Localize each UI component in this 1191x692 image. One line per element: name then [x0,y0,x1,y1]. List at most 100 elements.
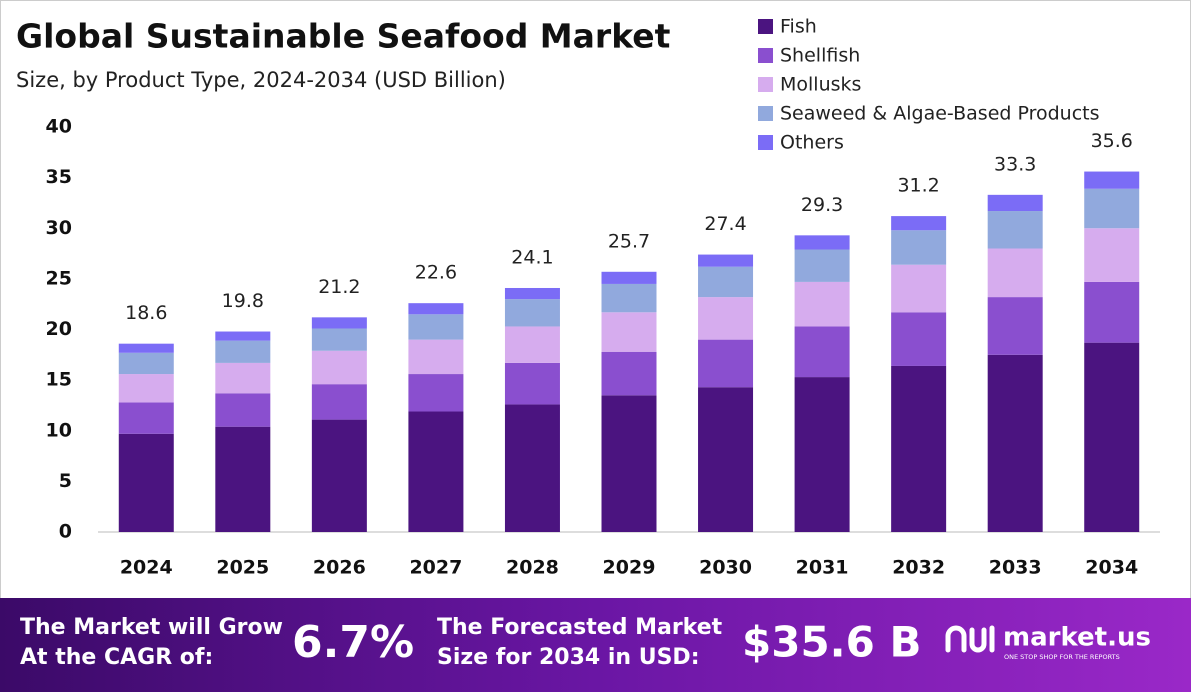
forecast-value: $35.6 B [742,618,921,667]
total-label: 29.3 [801,194,843,216]
bar-segment [118,352,174,375]
total-label: 35.6 [1091,130,1133,152]
bar-segment [794,377,850,532]
bar-segment [891,312,947,366]
bar-segment [1084,281,1140,343]
bar-segment [215,331,271,341]
bar-segment [987,297,1043,355]
x-tick-label: 2030 [699,557,752,579]
bar-segment [698,387,754,532]
total-label: 24.1 [511,246,553,268]
bar-segment [408,339,464,375]
total-label: 27.4 [704,213,746,235]
legend-swatch [758,106,773,121]
brand-logo [945,625,995,653]
bar-segment [408,303,464,315]
x-tick-label: 2031 [796,557,849,579]
x-tick-label: 2033 [989,557,1042,579]
bar-segment [987,354,1043,532]
bar-segment [215,340,271,363]
legend-swatch [758,135,773,150]
brand-tagline: ONE STOP SHOP FOR THE REPORTS [1004,653,1120,661]
y-tick-label: 15 [46,369,72,391]
footer-text: The Forecasted Market [437,615,723,640]
x-tick-label: 2024 [120,557,173,579]
y-tick-label: 10 [46,419,72,441]
chart-subtitle: Size, by Product Type, 2024-2034 (USD Bi… [16,68,506,92]
total-label: 25.7 [608,230,650,252]
bar-segment [504,326,560,363]
bar-segment [601,283,657,313]
total-label: 31.2 [897,175,939,197]
legend-label: Fish [780,16,817,38]
bar-segment [794,281,850,327]
bar-segment [987,248,1043,298]
x-tick-label: 2029 [603,557,656,579]
legend-label: Mollusks [780,74,861,96]
y-tick-label: 25 [46,267,72,289]
bar-segment [601,395,657,532]
footer-text: At the CAGR of: [20,645,213,670]
y-tick-label: 0 [59,521,72,543]
brand-name: market.us [1003,623,1151,653]
bar-segment [118,374,174,403]
legend-swatch [758,48,773,63]
bar-segment [1084,188,1140,229]
total-label: 19.8 [222,290,264,312]
bar-segment [504,299,560,327]
x-tick-label: 2027 [409,557,462,579]
bar-segment [408,314,464,340]
bar-segment [311,419,367,532]
y-tick-label: 35 [46,166,72,188]
bar-segment [408,411,464,532]
chart-title: Global Sustainable Seafood Market [16,17,671,56]
x-tick-label: 2032 [892,557,945,579]
bar-segment [118,343,174,353]
footer-text: Size for 2034 in USD: [437,645,700,670]
bar-segment [698,266,754,298]
total-label: 22.6 [415,262,457,284]
bar-segment [1084,342,1140,532]
legend-label: Shellfish [780,45,860,67]
total-label: 18.6 [125,302,167,324]
bar-segment [891,365,947,532]
bar-segment [504,404,560,532]
bar-segment [408,374,464,412]
x-tick-label: 2034 [1085,557,1138,579]
bar-segment [987,211,1043,249]
total-label: 21.2 [318,276,360,298]
legend-swatch [758,77,773,92]
bar-segment [311,384,367,420]
bar-segment [215,393,271,427]
bar-segment [215,362,271,394]
x-tick-label: 2026 [313,557,366,579]
bar-segment [118,402,174,434]
bar-segment [794,249,850,282]
bar-segment [601,271,657,284]
x-tick-label: 2028 [506,557,559,579]
x-tick-label: 2025 [216,557,269,579]
bar-segment [891,230,947,265]
legend-label: Seaweed & Algae-Based Products [780,103,1100,125]
bar-segment [891,216,947,231]
bar-segment [794,326,850,378]
bar-segment [504,287,560,300]
bar-segment [891,264,947,313]
cagr-value: 6.7% [292,617,414,668]
bar-segment [215,426,271,532]
bar-segment [794,235,850,250]
bar-segment [311,350,367,385]
bar-segment [1084,228,1140,282]
y-tick-label: 20 [46,318,72,340]
bar-segment [987,194,1043,212]
bar-segment [311,317,367,329]
bar-segment [118,433,174,532]
y-tick-label: 30 [46,217,72,239]
bar-segment [504,362,560,405]
bar-segment [698,254,754,267]
bar-segment [698,339,754,388]
legend-label: Others [780,132,844,154]
total-label: 33.3 [994,153,1036,175]
y-tick-label: 40 [46,116,72,138]
